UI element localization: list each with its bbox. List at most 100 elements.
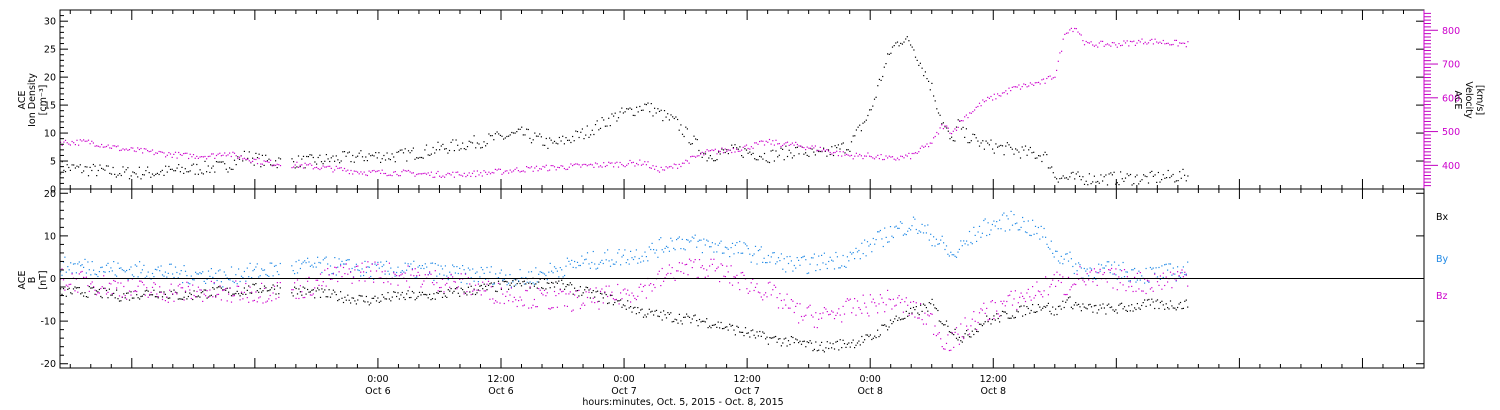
velocity-series-point (1164, 43, 1166, 45)
field-by-series-point (875, 239, 877, 241)
velocity-series-point (878, 158, 880, 160)
velocity-tick-label: 800 (1442, 26, 1460, 37)
field-by-series-point (452, 264, 454, 266)
field-bz-series-point (894, 305, 896, 307)
density-series-point (1036, 157, 1038, 159)
field-by-series-point (968, 230, 971, 233)
field-bz-series-point (143, 284, 145, 286)
velocity-series-point (214, 157, 216, 159)
velocity-series-point (727, 149, 729, 151)
field-by-series-point (579, 264, 581, 267)
field-by-series-point (938, 243, 940, 245)
field-bz-series-point (796, 302, 798, 305)
field-by-series-point (500, 269, 502, 271)
velocity-series-point (975, 106, 977, 108)
field-bz-series-point (667, 272, 669, 274)
field-by-series-point (167, 272, 169, 274)
field-bz-series-point (450, 273, 452, 275)
density-series-point (376, 157, 378, 159)
field-bz-series-point (711, 263, 713, 265)
field-bx-series-point (456, 287, 458, 289)
field-by-series-point (411, 268, 413, 270)
field-by-series-point (78, 261, 80, 263)
field-bx-series-point (694, 314, 696, 316)
density-series-point (826, 155, 828, 157)
field-bx-series-point (482, 288, 484, 290)
density-tick-label: 0 (50, 185, 56, 196)
field-bx-series-point (770, 337, 772, 339)
field-by-series-point (143, 264, 145, 266)
velocity-series-point (811, 145, 813, 147)
field-bz-series-point (614, 299, 616, 301)
density-series-point (299, 166, 301, 168)
field-by-series-point (673, 247, 675, 249)
density-series-point (603, 119, 605, 121)
field-by-series-point (608, 260, 610, 262)
field-by-series-point (691, 236, 693, 238)
field-bx-series-point (259, 288, 261, 290)
field-bx-series-point (1135, 308, 1137, 311)
field-bx-series-point (1006, 313, 1008, 315)
field-bx-series-point (541, 287, 543, 289)
field-by-series-point (467, 267, 469, 269)
x-tick-time: 0:00 (367, 374, 388, 385)
field-bx-series-point (831, 347, 833, 349)
field-bz-series-point (505, 295, 507, 297)
velocity-series-point (839, 151, 841, 153)
density-series-point (83, 170, 85, 172)
velocity-series-point (616, 161, 618, 163)
velocity-series-point (1010, 90, 1012, 92)
velocity-series-point (158, 150, 160, 153)
field-bx-series-point (355, 303, 357, 305)
density-series-point (667, 113, 669, 115)
field-bz-series-point (661, 267, 663, 270)
field-by-series-point (266, 274, 268, 277)
field-bz-series-point (269, 294, 271, 297)
velocity-series-point (509, 169, 511, 171)
field-bz-series-point (200, 289, 202, 291)
velocity-series-point (169, 153, 172, 155)
velocity-series-point (786, 141, 789, 143)
field-bz-series-point (1020, 292, 1022, 294)
field-bz-series-point (599, 290, 602, 292)
field-bx-series-point (266, 290, 268, 292)
density-series-point (197, 173, 199, 175)
density-series-point (662, 120, 664, 122)
velocity-series-point (624, 166, 626, 168)
field-bx-series-point (401, 291, 403, 294)
field-bz-series-point (519, 296, 521, 298)
field-bx-series-point (1108, 303, 1110, 305)
field-bz-series-point (994, 302, 996, 304)
velocity-series-point (524, 171, 526, 173)
density-series-point (570, 141, 572, 144)
field-bz-series-point (388, 262, 390, 264)
velocity-series-point (537, 170, 539, 172)
density-series-point (526, 128, 528, 130)
field-bx-series-point (704, 321, 706, 323)
density-series-point (148, 172, 150, 174)
field-bx-series-point (686, 313, 688, 315)
field-by-series-point (127, 279, 129, 281)
field-bz-series-point (665, 274, 668, 276)
field-by-series-point (1010, 210, 1012, 212)
field-bx-series-point (1060, 308, 1062, 310)
field-by-series-point (670, 237, 672, 239)
velocity-series-point (69, 144, 71, 146)
field-bz-series-point (95, 294, 98, 296)
field-by-series-point (1185, 273, 1187, 275)
velocity-series-point (690, 156, 692, 158)
field-bx-series-point (268, 290, 270, 292)
density-series-point (585, 134, 587, 136)
field-bz-series-point (1062, 276, 1064, 278)
field-by-series-point (854, 258, 856, 260)
field-by-series-point (447, 279, 449, 281)
field-bz-series-point (717, 266, 719, 268)
density-series-point (1031, 152, 1033, 154)
field-bz-series-point (1152, 290, 1154, 292)
field-bz-series-point (197, 286, 199, 288)
field-by-series-point (812, 257, 814, 259)
density-series-point (468, 140, 470, 142)
field-bx-series-point (595, 291, 597, 293)
field-bz-series-point (210, 280, 212, 282)
density-series-point (883, 66, 885, 68)
